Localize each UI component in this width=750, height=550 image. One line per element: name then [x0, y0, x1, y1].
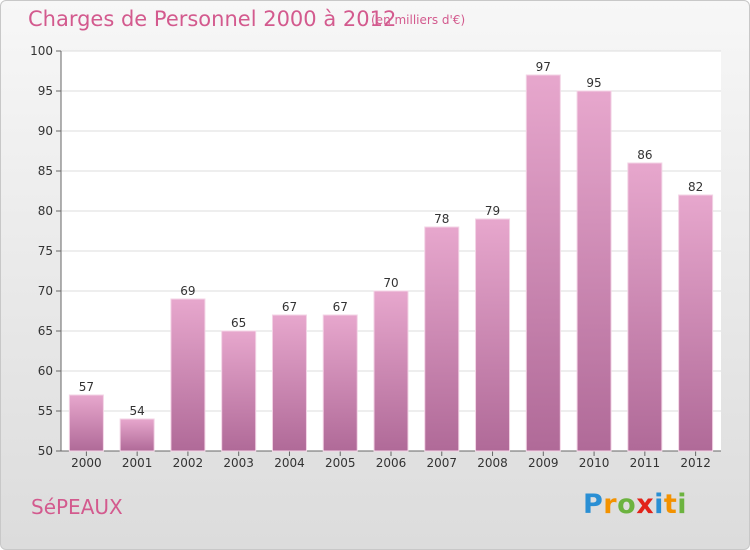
y-tick-label: 100 [30, 44, 53, 58]
y-tick-label: 75 [38, 244, 53, 258]
bar [119, 418, 155, 452]
y-tick-label: 50 [38, 444, 53, 458]
data-label: 57 [79, 380, 94, 394]
chart-subtitle: (en milliers d'€) [371, 13, 466, 27]
data-label: 86 [637, 148, 652, 162]
data-label: 95 [586, 76, 601, 90]
logo-letter: i [677, 489, 688, 520]
bar [373, 290, 409, 452]
y-tick-label: 65 [38, 324, 53, 338]
x-tick-label: 2002 [173, 456, 204, 470]
data-label: 65 [231, 316, 246, 330]
x-tick-label: 2009 [528, 456, 559, 470]
data-label: 67 [282, 300, 297, 314]
bar [475, 218, 511, 452]
x-tick-label: 2011 [630, 456, 661, 470]
x-tick-label: 2000 [71, 456, 102, 470]
x-tick-label: 2006 [376, 456, 407, 470]
y-tick-label: 95 [38, 84, 53, 98]
bar [221, 330, 257, 452]
data-label: 82 [688, 180, 703, 194]
logo-letter: t [663, 489, 678, 520]
x-tick-label: 2004 [274, 456, 305, 470]
x-tick-label: 2003 [223, 456, 254, 470]
x-tick-label: 2008 [477, 456, 508, 470]
y-tick-label: 60 [38, 364, 53, 378]
commune-name: SéPEAUX [31, 495, 123, 519]
bar [627, 162, 663, 452]
y-tick-label: 55 [38, 404, 53, 418]
logo-letter: x [636, 489, 655, 520]
data-label: 69 [180, 284, 195, 298]
bar [170, 298, 206, 452]
x-tick-label: 2012 [680, 456, 711, 470]
x-tick-label: 2005 [325, 456, 356, 470]
bar [424, 226, 460, 452]
data-label: 79 [485, 204, 500, 218]
data-label: 78 [434, 212, 449, 226]
data-label: 97 [536, 60, 551, 74]
bar [68, 394, 104, 452]
data-label: 70 [383, 276, 398, 290]
bar [576, 90, 612, 452]
bar [525, 74, 561, 452]
logo-letter: o [617, 489, 637, 520]
proxiti-logo[interactable]: Proxiti [583, 489, 687, 520]
y-tick-label: 80 [38, 204, 53, 218]
y-tick-label: 85 [38, 164, 53, 178]
data-label: 67 [333, 300, 348, 314]
chart-title: Charges de Personnel 2000 à 2012 [28, 7, 397, 31]
x-tick-label: 2007 [426, 456, 457, 470]
bar [271, 314, 307, 452]
logo-letter: P [583, 489, 604, 520]
x-tick-label: 2001 [122, 456, 153, 470]
y-tick-label: 70 [38, 284, 53, 298]
bar [678, 194, 714, 452]
bar [322, 314, 358, 452]
y-tick-label: 90 [38, 124, 53, 138]
data-label: 54 [130, 404, 145, 418]
logo-letter: r [603, 489, 618, 520]
x-tick-label: 2010 [579, 456, 610, 470]
logo-letter: i [654, 489, 664, 520]
